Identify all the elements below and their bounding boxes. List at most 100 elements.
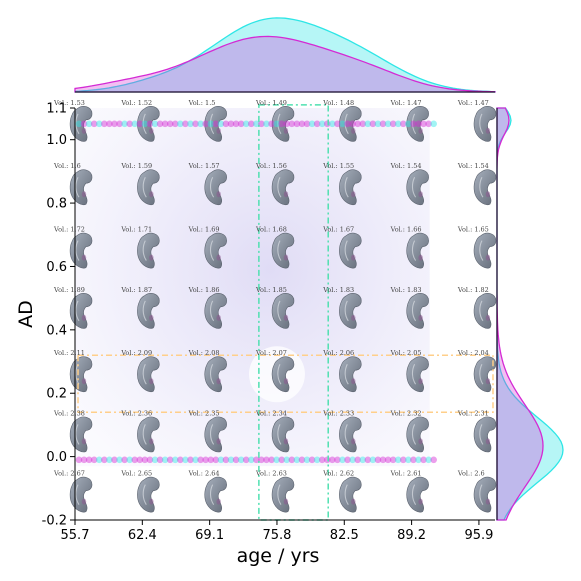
hippocampus-shape — [473, 476, 497, 513]
shape-shade — [81, 191, 87, 198]
shape-highlight — [479, 363, 484, 385]
scatter-point — [242, 456, 250, 464]
volume-label: Vol.: 2.6 — [457, 470, 485, 478]
shape-body — [204, 416, 227, 453]
shape-highlight — [411, 176, 417, 198]
hippocampus-shape — [339, 169, 362, 206]
volume-label: Vol.: 1.54 — [457, 162, 489, 170]
scatter-point — [399, 120, 407, 128]
shape-highlight — [75, 484, 80, 505]
volume-label: Vol.: 2.04 — [457, 349, 489, 357]
shape-body — [406, 293, 429, 329]
scatter-point — [273, 456, 280, 464]
scatter-point — [217, 456, 225, 464]
shape-shade — [418, 191, 423, 198]
scatter-point — [384, 120, 392, 128]
scatter-point — [364, 456, 372, 464]
scatter-point — [222, 456, 230, 464]
scatter-point — [75, 456, 83, 464]
scatter-point — [253, 456, 260, 464]
shape-highlight — [75, 240, 80, 261]
volume-label: Vol.: 2.61 — [390, 470, 422, 478]
shape-body — [406, 416, 429, 453]
shape-highlight — [344, 424, 349, 445]
hippocampus-shape — [339, 356, 362, 392]
scatter-point — [420, 456, 427, 464]
shape-body — [339, 476, 362, 513]
ad-highlight-box — [77, 354, 494, 413]
shape-shade — [485, 378, 491, 385]
shape-shade — [418, 498, 423, 505]
shape-highlight — [411, 484, 417, 505]
hippocampus-shape — [204, 356, 227, 392]
hippocampus-shape — [69, 293, 93, 329]
scatter-point — [273, 120, 280, 128]
scatter-point — [85, 120, 93, 128]
shape-body — [204, 356, 227, 392]
shape-body — [69, 169, 93, 206]
shape-body — [473, 106, 497, 142]
scatter-point — [374, 456, 382, 464]
y-tick-label: 0.8 — [46, 197, 67, 212]
hippocampus-shape — [204, 476, 227, 513]
volume-label: Vol.: 2.67 — [53, 470, 85, 478]
scatter-point — [95, 120, 103, 128]
shape-shade — [485, 254, 491, 261]
shape-body — [137, 293, 160, 329]
shape-highlight — [209, 240, 215, 261]
shape-shade — [283, 127, 289, 134]
shape-highlight — [209, 176, 215, 198]
y-tick-label: -0.2 — [42, 514, 67, 529]
shape-body — [339, 106, 362, 142]
shape-shade — [351, 378, 356, 385]
scatter-point — [156, 456, 164, 464]
scatter-point — [410, 120, 417, 128]
scatter-point — [151, 120, 159, 128]
shape-shade — [351, 314, 356, 321]
shape-shade — [149, 498, 154, 505]
volume-label: Vol.: 2.11 — [53, 349, 85, 357]
volume-label: Vol.: 1.68 — [255, 226, 287, 234]
hippocampus-shape — [69, 416, 93, 453]
volume-label: Vol.: 1.67 — [322, 226, 354, 234]
volume-label: Vol.: 2.33 — [322, 409, 354, 417]
shape-body — [204, 476, 227, 513]
shape-highlight — [479, 300, 484, 322]
shape-shade — [283, 378, 289, 385]
scatter-point — [136, 120, 144, 128]
scatter-point — [308, 120, 316, 128]
scatter-point — [293, 456, 301, 464]
scatter-point — [258, 456, 265, 464]
shape-shade — [351, 498, 356, 505]
scatter-point — [253, 120, 260, 128]
scatter-point — [80, 120, 88, 128]
scatter-point — [334, 120, 341, 128]
shape-shade — [149, 314, 154, 321]
shape-highlight — [344, 113, 349, 135]
shape-body — [271, 356, 295, 392]
shape-body — [271, 476, 295, 513]
y-tick-label: 0.2 — [46, 387, 67, 402]
scatter-point — [389, 456, 397, 464]
shape-shade — [418, 254, 423, 261]
shape-shade — [216, 378, 221, 385]
scatter-point — [293, 120, 301, 128]
shape-body — [137, 476, 160, 513]
shape-shade — [149, 127, 154, 134]
hippocampus-shape — [473, 232, 497, 269]
volume-label: Vol.: 1.59 — [120, 162, 152, 170]
shape-shade — [418, 314, 423, 321]
hippocampus-shape — [271, 356, 295, 392]
right-density-magenta — [496, 107, 544, 521]
tick-labels: Vol.: 1.53 Vol.: 1.52 Vol.: 1.5 Vol.: 1.49 V… — [42, 99, 494, 543]
shape-body — [271, 169, 295, 206]
y-tick-label: 1.0 — [46, 133, 67, 148]
shape-highlight — [75, 300, 80, 322]
x-axis-label: age / yrs — [237, 545, 320, 567]
scatter-point — [161, 456, 169, 464]
hippocampus-shape — [137, 476, 160, 513]
scatter-point — [339, 120, 346, 128]
hippocampus-shape — [271, 106, 295, 142]
volume-label: Vol.: 2.34 — [255, 409, 287, 417]
